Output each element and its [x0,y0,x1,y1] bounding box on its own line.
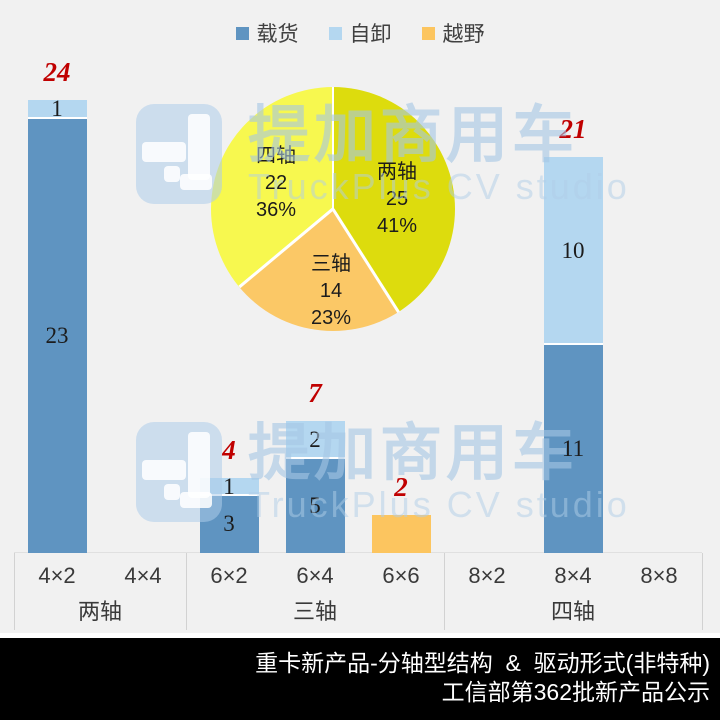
footer-source: 工信部第362批新产品公示 [441,679,710,705]
pie-label-pct: 23% [310,307,352,329]
pie-label-name: 三轴 [311,253,351,275]
pie-slice-divider [331,87,335,209]
pie-label-pct: 36% [255,199,297,221]
x-axis-tick-label: 6×6 [382,563,420,588]
legend-item: 自卸 [328,18,392,48]
bar-total-label: 24 [43,57,71,87]
legend-label: 越野 [442,23,485,46]
bar-segment: 1 [199,475,259,497]
bar-segment: 3 [199,496,259,553]
bar-segment: 11 [543,345,603,553]
x-axis-line [14,552,702,553]
legend-item: 载货 [235,18,299,48]
legend-swatch-icon [421,26,435,40]
bar-total-label: 7 [308,377,322,408]
pie-slice-label: 三轴 14 23% [276,251,386,332]
axis-group-divider [186,553,187,630]
legend-label: 自卸 [349,23,392,46]
x-axis-tick-label: 8×4 [554,563,592,588]
pie-label-name: 四轴 [256,145,296,167]
bar-total-label: 4 [222,434,236,465]
x-axis-tick-label: 8×2 [468,563,506,588]
x-axis-tick-label: 6×4 [296,563,334,588]
x-axis-group-label: 四轴 [550,599,595,624]
pie-label-pct: 41% [376,215,418,237]
pie-label-name: 两轴 [377,161,417,183]
bar-total-label: 21 [559,113,587,144]
legend-swatch-icon [235,26,249,40]
legend-label: 载货 [256,23,299,46]
chart-canvas: 载货 自卸 越野 4×2 23 1 24 4×4 6×2 3 1 4 6×4 5 2 7 6×6 2 8×2 8×4… [0,0,720,633]
axis-group-divider [444,553,445,630]
axis-group-divider [14,553,15,630]
x-axis-group-label: 两轴 [77,599,122,624]
bar-segment: 5 [285,458,345,553]
footer-bar: 重卡新产品-分轴型结构 & 驱动形式(非特种) 工信部第362批新产品公示 [0,638,720,720]
pie-label-value: 25 [385,188,409,210]
pie-slice-label: 两轴 25 41% [342,159,452,240]
chart-legend: 载货 自卸 越野 [0,18,720,48]
pie-chart: 两轴 25 41% 三轴 14 23% 四轴 22 36% [211,87,455,331]
bar-total-label: 2 [394,472,408,503]
pie-label-value: 14 [319,280,343,302]
bar-segment: 1 [27,97,87,120]
bar-segment: 10 [543,156,603,346]
x-axis-tick-label: 8×8 [640,563,678,588]
legend-swatch-icon [328,26,342,40]
axis-group-divider [702,553,703,630]
pie-label-value: 22 [264,172,288,194]
bar-segment [371,515,431,553]
footer-title: 重卡新产品-分轴型结构 & 驱动形式(非特种) [255,650,710,676]
bar-segment: 2 [285,420,345,459]
x-axis-tick-label: 4×2 [38,563,76,588]
bar-chart: 4×2 23 1 24 4×4 6×2 3 1 4 6×4 5 2 7 6×6 2 8×2 8×4 11 10 21 8… [14,57,703,630]
bar-segment: 23 [27,118,87,553]
x-axis-group-label: 三轴 [292,599,337,624]
legend-item: 越野 [421,18,485,48]
x-axis-tick-label: 6×2 [210,563,248,588]
x-axis-tick-label: 4×4 [124,563,162,588]
pie-slice-label: 四轴 22 36% [221,143,331,224]
